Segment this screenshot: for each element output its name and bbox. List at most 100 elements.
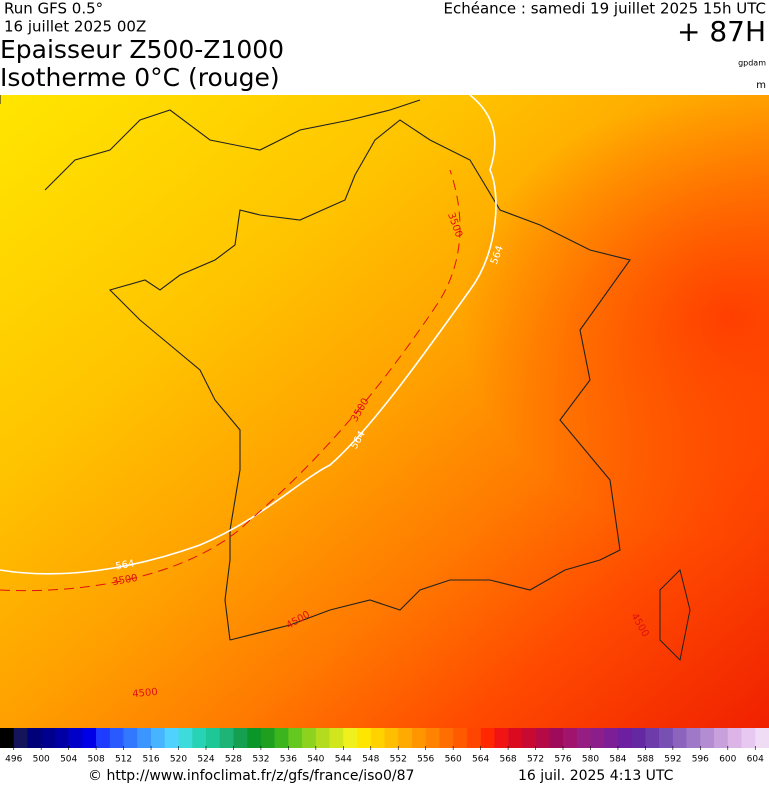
colorbar-label: 516 [142, 755, 159, 765]
color-swatch [315, 728, 330, 748]
color-swatch [604, 728, 619, 748]
color-swatch [274, 728, 289, 748]
unit-label: gpdam [738, 59, 766, 68]
color-swatch [205, 728, 221, 748]
run-label: Run GFS 0.5° [4, 0, 103, 18]
color-swatch [357, 728, 372, 748]
colorbar-label: 540 [307, 755, 324, 765]
color-swatch [700, 728, 715, 748]
color-swatch [521, 728, 536, 748]
unit-label: m [756, 80, 766, 91]
colorbar-label: 572 [527, 755, 544, 765]
colorbar-label: 552 [390, 755, 407, 765]
color-swatch [260, 728, 275, 748]
colorbar-label: 576 [554, 755, 571, 765]
colorbar-label: 508 [88, 755, 105, 765]
footer-timestamp: 16 juil. 2025 4:13 UTC [518, 768, 674, 784]
color-swatch [563, 728, 578, 748]
color-swatch [453, 728, 468, 748]
color-swatch [466, 728, 481, 748]
colorbar-label: 500 [33, 755, 50, 765]
echeance: Echéance : samedi 19 juillet 2025 15h UT… [444, 0, 766, 18]
color-swatch [109, 728, 124, 748]
color-swatch [302, 728, 317, 748]
coastline [0, 95, 631, 641]
isopleth-564 [0, 94, 497, 575]
color-swatch [384, 728, 399, 748]
contour-label: 564 [115, 558, 136, 572]
color-swatch [631, 728, 646, 748]
color-swatch [0, 728, 15, 748]
contour-label: 4500 [132, 687, 158, 700]
colorbar-label: 536 [280, 755, 297, 765]
color-swatch [727, 728, 742, 748]
colorbar-label: 564 [472, 755, 489, 765]
color-swatch [233, 728, 248, 748]
color-swatch [659, 728, 674, 748]
color-swatch [480, 728, 495, 748]
colorbar-label: 556 [417, 755, 434, 765]
footer-url: © http://www.infoclimat.fr/z/gfs/france/… [88, 768, 414, 784]
colorbar-label: 544 [335, 755, 352, 765]
run-date: 16 juillet 2025 00Z [4, 18, 146, 36]
color-swatch [411, 728, 426, 748]
color-swatch [288, 728, 303, 748]
colorbar-label: 600 [719, 755, 736, 765]
colorbar-label: 528 [225, 755, 242, 765]
color-swatch [549, 728, 564, 748]
color-swatch [494, 728, 509, 748]
color-swatch [137, 728, 152, 748]
color-swatch [672, 728, 687, 748]
map-field [0, 95, 769, 728]
colorbar-label: 588 [637, 755, 654, 765]
colorbar-label: 560 [445, 755, 462, 765]
color-swatch [164, 728, 179, 748]
color-swatch [741, 728, 756, 748]
color-swatch [535, 728, 550, 748]
colorbar-label: 568 [499, 755, 516, 765]
color-swatch [645, 728, 660, 748]
colorbar-label: 520 [170, 755, 187, 765]
title-line: Isotherme 0°C (rouge) [0, 63, 280, 92]
color-swatch [13, 728, 28, 748]
color-swatch [54, 728, 69, 748]
color-swatch [123, 728, 138, 748]
colorbar-label: 496 [5, 755, 22, 765]
colorbar-label: 592 [664, 755, 681, 765]
color-swatch [617, 728, 632, 748]
color-swatch [370, 728, 385, 748]
color-swatch [192, 728, 207, 748]
colorbar-label: 580 [582, 755, 599, 765]
color-swatch [439, 728, 454, 748]
colorbar-label: 548 [362, 755, 379, 765]
colorbar-label: 584 [609, 755, 626, 765]
colorbar-label: 604 [747, 755, 764, 765]
color-swatch [178, 728, 193, 748]
contour-label: 3500 [112, 573, 139, 588]
color-swatch [755, 728, 769, 748]
color-swatch [590, 728, 605, 748]
color-swatch [329, 728, 344, 748]
color-swatch [96, 728, 111, 748]
colorbar-label: 524 [197, 755, 214, 765]
color-swatch [151, 728, 166, 748]
color-swatch [219, 728, 234, 748]
colorbar-label: 504 [60, 755, 77, 765]
isotherm-0c [0, 169, 461, 592]
color-swatch [425, 728, 440, 748]
color-swatch [576, 728, 591, 748]
title-line: Epaisseur Z500-Z1000 [0, 35, 284, 64]
color-swatch [82, 728, 97, 748]
color-swatch [41, 728, 56, 748]
color-swatch [398, 728, 413, 748]
color-swatch [508, 728, 523, 748]
color-swatch [686, 728, 701, 748]
colorbar-label: 512 [115, 755, 132, 765]
colorbar-label: 532 [252, 755, 269, 765]
lead-time: + 87H [677, 15, 766, 48]
color-swatch [247, 728, 262, 748]
color-swatch [714, 728, 729, 748]
color-swatch [68, 728, 83, 748]
